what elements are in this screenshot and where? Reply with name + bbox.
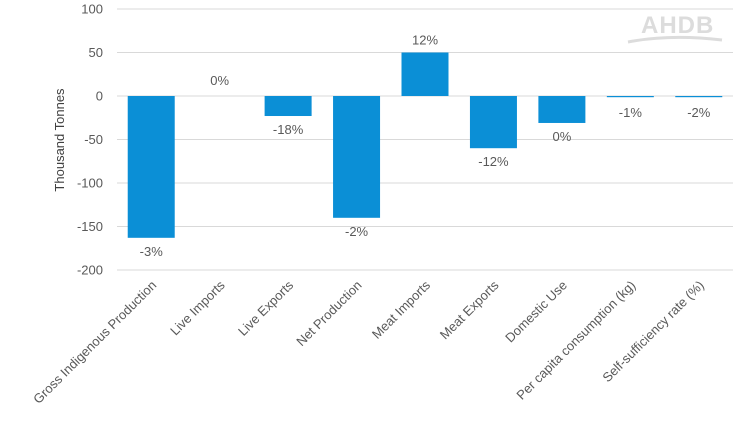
bar xyxy=(127,96,175,238)
data-label: -3% xyxy=(140,244,164,259)
category-label: Live Exports xyxy=(235,277,297,339)
category-label: Net Production xyxy=(293,278,364,349)
category-labels: Gross Indigenous Production Live Imports L… xyxy=(30,277,707,407)
category-label: Gross Indigenous Production xyxy=(30,278,159,407)
y-tick-labels: 100 50 0 -50 -100 -150 -200 xyxy=(77,2,103,278)
y-tick-label: -150 xyxy=(77,219,103,234)
y-tick-label: -100 xyxy=(77,176,103,191)
bar xyxy=(675,96,723,98)
bar xyxy=(333,96,381,218)
y-tick-label: 100 xyxy=(81,2,103,17)
bar xyxy=(538,96,586,123)
data-label: 0% xyxy=(210,73,229,88)
logo-swoosh xyxy=(627,35,723,44)
category-label: Domestic Use xyxy=(502,278,570,346)
data-labels: -3% 0% -18% -2% 12% -12% 0% -1% -2% xyxy=(140,33,711,259)
bar xyxy=(401,52,449,96)
data-label: 12% xyxy=(412,33,438,48)
category-label: Per capita consumption (kg) xyxy=(513,278,638,403)
logo-text: AHDB xyxy=(641,12,714,39)
category-label: Live Imports xyxy=(167,277,228,338)
data-label: 0% xyxy=(552,129,571,144)
data-label: -2% xyxy=(687,105,711,120)
category-label: Meat Exports xyxy=(437,277,502,342)
data-label: -18% xyxy=(273,122,304,137)
data-label: -12% xyxy=(478,154,509,169)
y-axis-label: Thousand Tonnes xyxy=(52,88,67,192)
y-tick-label: -50 xyxy=(84,132,103,147)
bar xyxy=(469,96,517,149)
data-label: -1% xyxy=(619,105,643,120)
bar xyxy=(264,96,312,117)
bars xyxy=(127,52,723,238)
y-tick-label: -200 xyxy=(77,263,103,278)
y-tick-label: 0 xyxy=(96,89,103,104)
ahdb-logo: AHDB xyxy=(627,12,723,44)
category-label: Meat Imports xyxy=(369,277,434,342)
bar xyxy=(606,96,654,98)
y-tick-label: 50 xyxy=(89,45,103,60)
data-label: -2% xyxy=(345,224,369,239)
gridlines xyxy=(117,8,733,271)
